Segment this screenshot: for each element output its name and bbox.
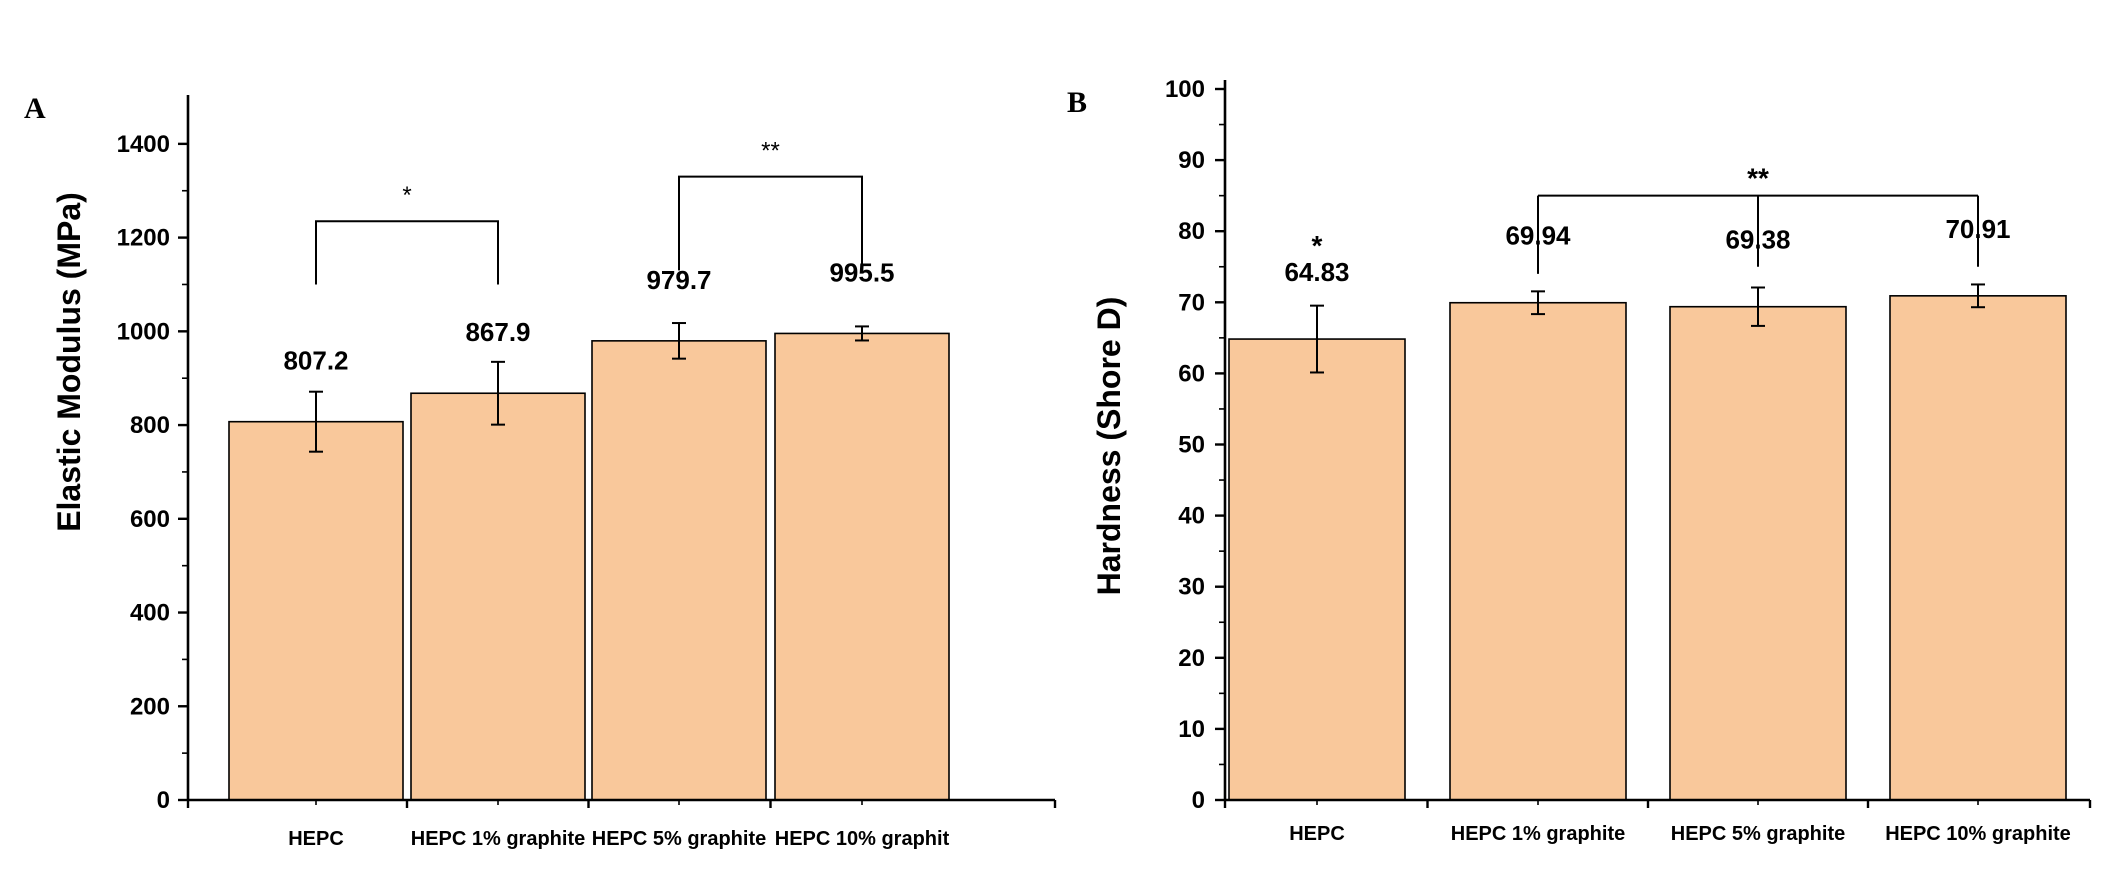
panel-a-value-label: 807.2 <box>283 346 348 376</box>
panel-b-y-axis-title: Hardness (Shore D) <box>1091 297 1127 596</box>
panel-a-bar <box>591 340 767 801</box>
panel-a-y-tick-label: 800 <box>130 412 170 439</box>
panel-a-y-tick-label: 0 <box>157 787 170 814</box>
panel-a-significance-bracket <box>315 220 499 285</box>
panel-a-y-axis-title: Elastic Modulus (MPa) <box>51 192 87 532</box>
panel-a-significance-bracket <box>678 175 863 271</box>
panel-a-y-tick-label: 200 <box>130 693 170 720</box>
panel-b-bar <box>1669 305 1847 801</box>
panel-a-x-tick-label: HEPC 5% graphite <box>592 828 766 850</box>
panel-a-y-tick-label: 1000 <box>117 318 170 345</box>
panel-b-x-tick-label: HEPC 10% graphite <box>1885 823 2071 845</box>
panel-b-x-tick-label: HEPC 1% graphite <box>1451 823 1625 845</box>
panel-b-y-tick-label: 0 <box>1192 787 1205 814</box>
panel-a-x-tick-label: HEPC <box>288 828 344 850</box>
panel-b-y-tick-label: 90 <box>1178 147 1205 174</box>
panel-b-y-tick-label: 60 <box>1178 360 1205 387</box>
panel-a-label: A <box>24 92 46 125</box>
panel-a-y-tick-label: 400 <box>130 600 170 627</box>
panel-b-y-tick-label: 30 <box>1178 574 1205 601</box>
panel-b-bar <box>1889 295 2067 801</box>
panel-b-y-tick-label: 100 <box>1165 76 1205 103</box>
panel-a-bar <box>410 392 586 801</box>
panel-b-y-tick-label: 50 <box>1178 432 1205 459</box>
panel-b-y-tick-label: 40 <box>1178 503 1205 530</box>
panel-b-x-tick-label: HEPC <box>1289 823 1345 845</box>
panel-b-bar <box>1449 301 1627 801</box>
panel-a-bar <box>228 420 404 801</box>
panel-b-y-tick-label: 10 <box>1178 716 1205 743</box>
panel-a-value-label: 867.9 <box>465 317 530 347</box>
panel-a-y-tick-label: 1200 <box>117 225 170 252</box>
panel-b-significance-label: ** <box>1747 163 1769 194</box>
panel-a-y-tick-label: 600 <box>130 506 170 533</box>
panel-a-bar <box>774 332 950 801</box>
panel-b-y-tick-label: 80 <box>1178 218 1205 245</box>
panel-b-y-tick-label: 70 <box>1178 289 1205 316</box>
panel-b-x-tick-label: HEPC 5% graphite <box>1671 823 1845 845</box>
panel-b-significance-star: * <box>1312 230 1323 261</box>
panel-a-significance-label: ** <box>761 138 780 165</box>
panel-a-x-tick-label: HEPC 1% graphite <box>411 828 585 850</box>
panel-b-value-label: 64.83 <box>1284 257 1349 287</box>
panel-a-significance-label: * <box>402 182 411 209</box>
panel-a-x-tick-label: HEPC 10% graphit <box>775 828 950 850</box>
panel-b-bar <box>1228 338 1406 801</box>
panel-b-y-tick-label: 20 <box>1178 645 1205 672</box>
panel-b-label: B <box>1067 86 1087 119</box>
panel-a-y-tick-label: 1400 <box>117 131 170 158</box>
